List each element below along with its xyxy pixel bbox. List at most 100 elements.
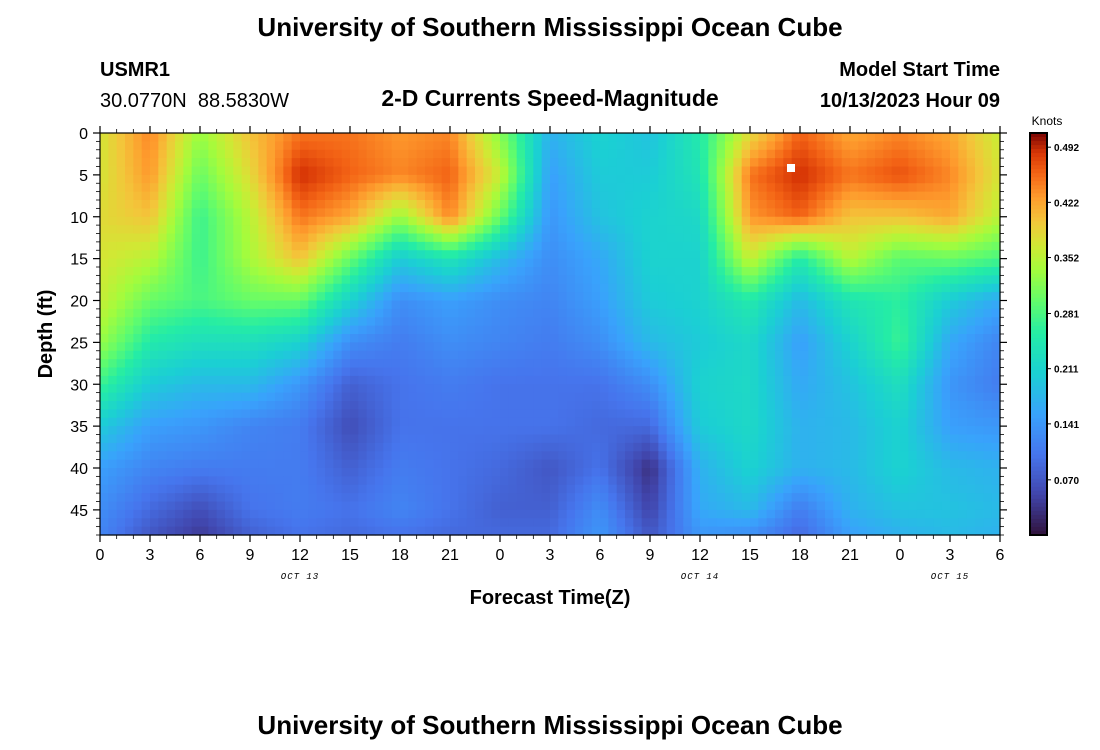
heatmap-cell [641,392,651,402]
heatmap-cell [966,434,976,444]
heatmap-cell [991,468,1001,477]
heatmap-cell [500,426,509,436]
heatmap-cell [441,208,451,218]
heatmap-cell [941,292,951,302]
heatmap-cell [441,375,451,385]
heatmap-cell [683,509,693,519]
heatmap-cell [983,300,993,310]
heatmap-cell [391,426,401,436]
heatmap-cell [216,300,226,310]
heatmap-cell [550,409,559,419]
heatmap-cell [566,509,576,519]
heatmap-cell [708,216,718,226]
heatmap-cell [691,317,701,327]
heatmap-cell [650,459,659,469]
heatmap-cell [333,275,343,285]
heatmap-cell [150,417,159,427]
heatmap-cell [950,493,959,503]
heatmap-cell [658,509,668,519]
heatmap-cell [266,208,276,218]
heatmap-cell [366,442,376,452]
heatmap-cell [291,518,301,528]
heatmap-cell [800,451,809,461]
heatmap-cell [825,417,834,427]
heatmap-cell [658,367,668,377]
heatmap-cell [425,300,434,310]
heatmap-cell [850,250,859,260]
heatmap-cell [475,200,484,209]
heatmap-cell [983,191,993,201]
heatmap-cell [500,208,509,218]
heatmap-cell [116,191,126,201]
heatmap-cell [400,258,409,268]
heatmap-cell [791,501,801,511]
heatmap-cell [616,359,626,369]
heatmap-cell [208,308,218,318]
heatmap-cell [375,141,384,151]
heatmap-cell [758,484,768,494]
heatmap-cell [583,325,593,335]
heatmap-cell [875,308,884,318]
heatmap-cell [391,350,401,360]
heatmap-cell [866,133,876,142]
heatmap-cell [633,384,643,394]
heatmap-cell [441,183,451,193]
heatmap-cell [466,325,476,335]
heatmap-cell [625,133,634,142]
heatmap-cell [383,509,393,519]
heatmap-cell [208,283,218,293]
heatmap-cell [141,216,151,226]
heatmap-cell [750,417,759,427]
heatmap-cell [816,350,826,360]
heatmap-cell [308,334,318,343]
heatmap-cell [108,367,118,377]
heatmap-cell [300,191,309,201]
heatmap-cell [700,484,709,494]
heatmap-cell [225,183,234,193]
heatmap-cell [375,476,384,486]
heatmap-cell [741,459,751,469]
heatmap-cell [200,275,209,285]
heatmap-cell [283,283,293,293]
heatmap-cell [766,451,776,461]
heatmap-cell [966,292,976,302]
heatmap-cell [483,158,493,168]
heatmap-cell [141,367,151,377]
heatmap-cell [816,484,826,494]
heatmap-cell [766,208,776,218]
heatmap-cell [983,283,993,293]
heatmap-cell [658,317,668,327]
heatmap-cell [741,442,751,452]
heatmap-cell [475,233,484,243]
heatmap-cell [533,384,543,394]
heatmap-cell [325,359,334,369]
heatmap-cell [566,442,576,452]
heatmap-cell [358,183,368,193]
heatmap-cell [158,493,168,503]
heatmap-cell [391,267,401,276]
heatmap-cell [825,149,834,159]
heatmap-cell [891,149,901,159]
heatmap-cell [516,367,526,377]
heatmap-cell [241,409,251,419]
heatmap-cell [891,317,901,327]
heatmap-cell [650,133,659,142]
heatmap-cell [250,350,259,360]
heatmap-cell [791,141,801,151]
heatmap-cell [900,241,909,251]
heatmap-cell [433,208,443,218]
heatmap-cell [925,233,934,243]
heatmap-cell [858,158,868,168]
heatmap-cell [333,216,343,226]
heatmap-cell [433,250,443,260]
heatmap-cell [266,233,276,243]
heatmap-cell [825,384,834,394]
heatmap-cell [158,149,168,159]
heatmap-cell [800,359,809,369]
heatmap-cell [616,334,626,343]
heatmap-cell [141,174,151,184]
heatmap-cell [708,174,718,184]
heatmap-cell [450,325,459,335]
heatmap-cell [566,417,576,427]
heatmap-cell [350,200,359,209]
